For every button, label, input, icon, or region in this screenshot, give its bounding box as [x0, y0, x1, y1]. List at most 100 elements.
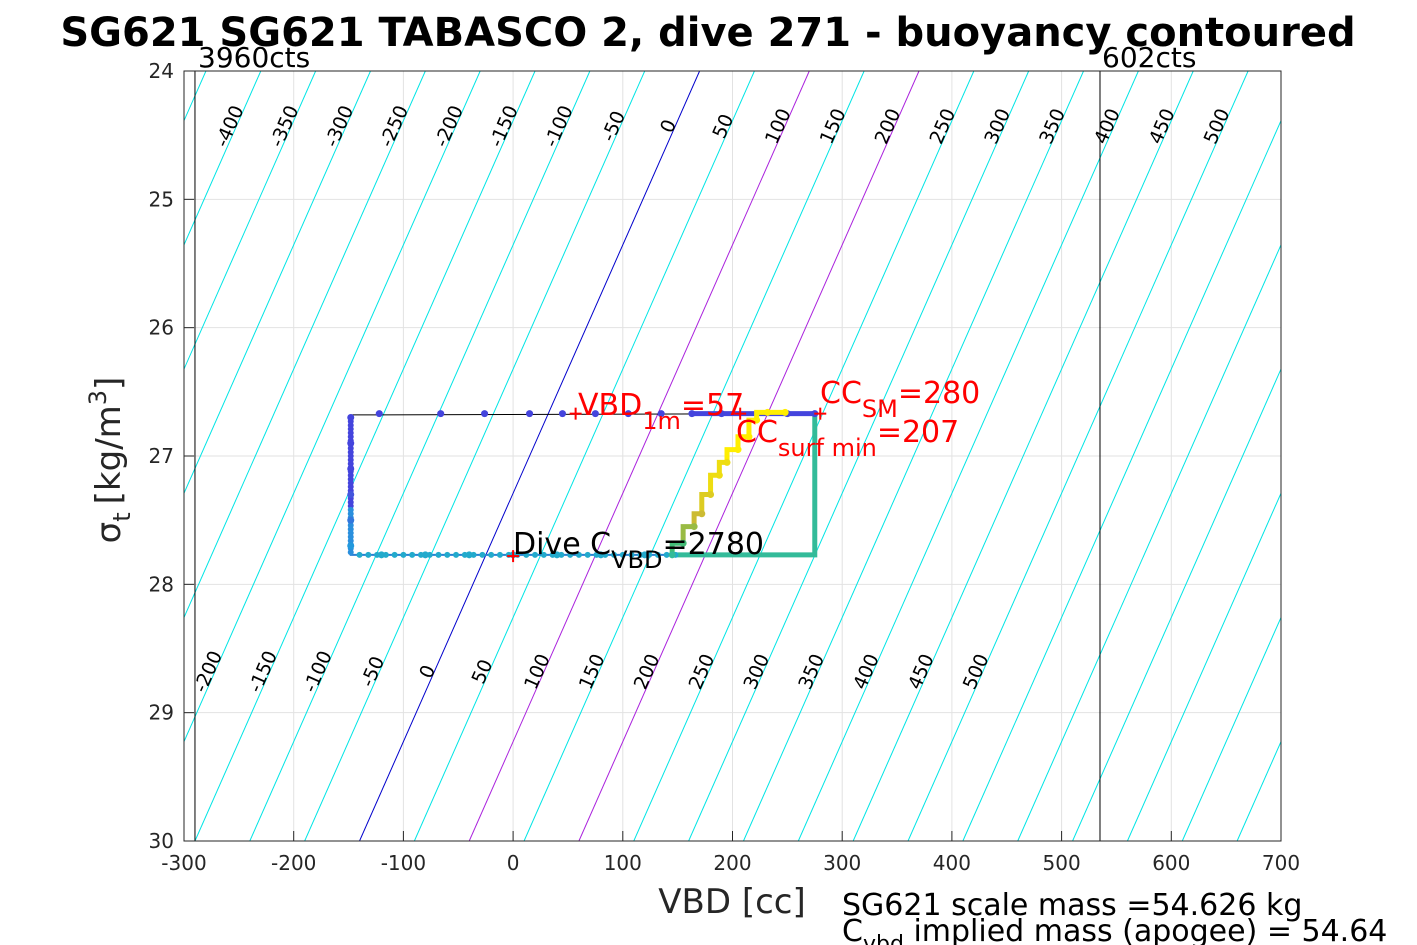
- data-point: [347, 439, 355, 447]
- climb-trace-segment: [735, 434, 749, 450]
- data-point: [375, 410, 383, 418]
- contour-line: [304, 71, 646, 841]
- annotation-vbd1m-main: VBD: [578, 388, 642, 423]
- contour-line: [1017, 243, 1281, 841]
- data-point: [347, 491, 355, 498]
- x-tick-label: 700: [1262, 851, 1300, 875]
- data-point: [619, 551, 626, 558]
- y-axis-label-unit: [kg/m: [89, 405, 129, 504]
- contour-line: [359, 71, 701, 841]
- climb-trace-segment: [669, 540, 684, 555]
- contour-line: [468, 71, 810, 841]
- contour-line: [743, 71, 1084, 841]
- annotation-cvbd-sub: VBD: [611, 546, 662, 574]
- footer-implied-mass: Cvbd implied mass (apogee) = 54.64: [842, 914, 1387, 945]
- y-axis-label-sup: 3: [84, 390, 112, 405]
- contour-line: [633, 71, 975, 841]
- data-point: [437, 410, 445, 418]
- data-point: [347, 414, 355, 421]
- data-point: [657, 410, 665, 418]
- data-point: [591, 410, 599, 418]
- data-point: [465, 551, 473, 559]
- y-tick-label: 24: [149, 59, 174, 83]
- data-point: [654, 551, 661, 558]
- x-tick-label: 500: [1043, 851, 1081, 875]
- footer-scale-mass: SG621 scale mass =54.626 kg: [842, 888, 1302, 923]
- data-point: [347, 542, 355, 550]
- annotation-vbd1m: VBD1m=57: [578, 388, 744, 435]
- y-tick-label: 26: [149, 316, 174, 340]
- data-points: [347, 408, 819, 559]
- data-point: [488, 551, 495, 558]
- data-point: [481, 410, 489, 418]
- climb-trace-segment: [680, 524, 695, 544]
- contour-line: [1181, 616, 1281, 841]
- limit-label-left: 3960cts: [198, 41, 310, 74]
- data-point: [496, 551, 503, 558]
- data-point: [663, 551, 670, 558]
- data-point: [435, 551, 442, 558]
- climb-trace-segment: [672, 413, 818, 558]
- data-point: [707, 491, 715, 498]
- contour-line: [194, 71, 536, 841]
- y-tick-label: 29: [149, 701, 174, 725]
- x-tick-label: -100: [381, 851, 426, 875]
- contour-lines: [184, 71, 1281, 841]
- data-point: [641, 551, 649, 559]
- contour-line: [523, 71, 865, 841]
- annotation-vbd1m-sub: 1m: [642, 407, 681, 435]
- annotation-ccsm-sub: SM: [862, 395, 898, 423]
- annotation-cvbd-main: Dive C: [513, 527, 611, 562]
- y-tick-label: 28: [149, 572, 174, 596]
- climb-trace-segment: [724, 447, 738, 463]
- data-point: [365, 551, 372, 558]
- data-point: [575, 551, 582, 558]
- data-point: [753, 416, 761, 424]
- data-point: [679, 539, 687, 547]
- data-point: [624, 410, 632, 418]
- footer-implied-rest: implied mass (apogee) = 54.64: [904, 914, 1388, 945]
- x-tick-label: 200: [713, 851, 751, 875]
- data-point: [628, 551, 635, 558]
- y-axis-label-close: ]: [89, 377, 129, 390]
- y-tick-label: 30: [149, 829, 174, 853]
- data-point: [540, 551, 547, 558]
- contour-line: [249, 71, 591, 841]
- annotation-vbd1m-value: =57: [681, 388, 744, 423]
- data-point: [688, 410, 696, 418]
- x-tick-label: -200: [271, 851, 316, 875]
- contour-line: [578, 71, 920, 841]
- data-point: [611, 551, 618, 558]
- y-axis-label-sub: t: [108, 512, 136, 521]
- data-point: [734, 446, 742, 454]
- data-point: [479, 551, 486, 558]
- axis-ticks: -300 -200 -100 0 100 200 300 400 500 600 700 24 25 26…: [149, 59, 1301, 875]
- limit-label-right: 602cts: [1102, 41, 1196, 74]
- x-axis-label: VBD [cc]: [658, 882, 806, 922]
- footer-cvbd-main: C: [842, 914, 863, 945]
- annotation-cvbd-value: =2780: [663, 527, 764, 562]
- contour-line: [852, 71, 1194, 841]
- contour-line: [1126, 492, 1281, 841]
- data-point: [718, 410, 726, 418]
- contour-line: [184, 71, 426, 619]
- footer-cvbd-sub: vbd: [863, 932, 904, 945]
- x-tick-label: -300: [161, 851, 206, 875]
- x-tick-label: 0: [507, 851, 520, 875]
- x-tick-label: 300: [823, 851, 861, 875]
- y-tick-label: 27: [149, 444, 174, 468]
- data-point: [567, 551, 574, 558]
- chart-title: SG621 SG621 TABASCO 2, dive 271 - buoyan…: [60, 10, 1355, 56]
- x-tick-label: 100: [604, 851, 642, 875]
- contour-line: [184, 71, 262, 247]
- data-point: [715, 471, 723, 479]
- data-point: [421, 551, 429, 559]
- data-point: [764, 408, 772, 416]
- annotation-ccsm: CCSM=280: [820, 376, 980, 423]
- data-point: [400, 551, 407, 558]
- annotation-ccsm-main: CC: [820, 376, 862, 411]
- annotation-ccsurf-sub: surf min: [778, 434, 877, 462]
- data-point: [356, 551, 363, 558]
- data-point: [668, 551, 676, 559]
- contour-line: [184, 71, 317, 371]
